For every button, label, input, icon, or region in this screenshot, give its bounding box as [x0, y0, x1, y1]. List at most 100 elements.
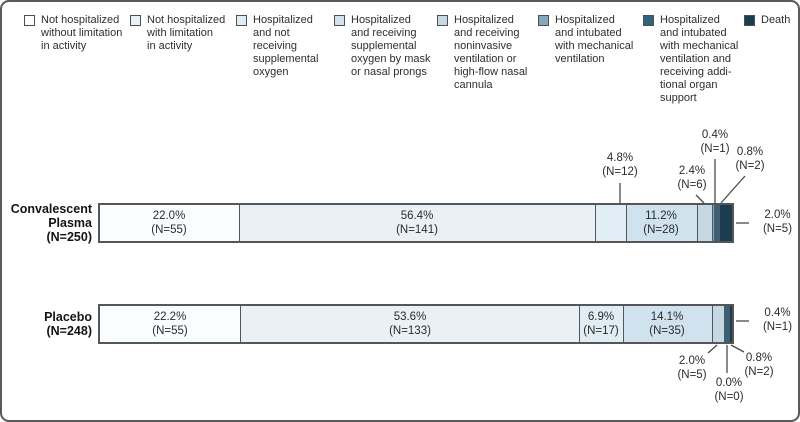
bar-segment-7 — [714, 205, 720, 241]
legend-item: Hospitalized and not receiving supplemental… — [236, 14, 318, 79]
pct-value: 0.0% — [715, 377, 743, 389]
legend-item: Hospitalized and receiving supplemental oxy… — [334, 14, 430, 79]
legend-label: Not hospitalized with limitation in activi… — [147, 14, 226, 52]
callout-label-plasma-2_4pct: 2.4% (N=6) — [662, 164, 722, 192]
legend-label: Hospitalized and receiving noninvasive vent… — [454, 14, 528, 91]
segment-label-placebo-2: 53.6% (N=133) — [370, 310, 450, 338]
death-label-plasma: 2.0% (N=5) — [750, 208, 798, 236]
pct-value: 4.8% — [606, 152, 634, 164]
pct-value: 53.6% — [393, 311, 427, 323]
legend-swatch-icon — [744, 15, 755, 26]
n-value: (N=55) — [152, 325, 188, 337]
segment-label-plasma-4: 11.2% (N=28) — [621, 209, 701, 237]
bar-segment-1 — [100, 205, 240, 241]
pct-value: 14.1% — [650, 311, 684, 323]
row-label-line: Plasma — [48, 216, 92, 230]
pct-value: 56.4% — [400, 210, 434, 222]
legend-swatch-icon — [538, 15, 549, 26]
n-value: (N=1) — [700, 143, 730, 155]
legend-label: Hospitalized and not receiving supplemental… — [253, 14, 319, 78]
legend-swatch-icon — [643, 15, 654, 26]
row-label-placebo: Placebo (N=248) — [2, 310, 92, 338]
pct-value: 22.0% — [152, 210, 186, 222]
bar-segment-8 — [729, 306, 732, 342]
legend-swatch-icon — [236, 15, 247, 26]
pct-value: 0.4% — [764, 307, 791, 319]
bar-segment-2 — [239, 205, 596, 241]
legend-label: Not hospitalized without limitation in act… — [41, 14, 123, 52]
n-value: (N=17) — [583, 325, 619, 337]
n-value: (N=35) — [649, 325, 685, 337]
legend-label: Hospitalized and receiving supplemental oxy… — [351, 14, 431, 78]
segment-label-placebo-1: 22.2% (N=55) — [130, 310, 210, 338]
row-label-line: Convalescent — [10, 202, 92, 216]
bar-placebo — [98, 304, 734, 344]
n-value: (N=141) — [396, 224, 438, 236]
segment-label-placebo-4: 14.1% (N=35) — [627, 310, 707, 338]
legend-swatch-icon — [24, 15, 35, 26]
pct-value: 0.8% — [745, 352, 773, 364]
segment-label-placebo-3: 6.9% (N=17) — [571, 310, 631, 338]
legend-item: Death — [744, 14, 790, 27]
segment-label-plasma-1: 22.0% (N=55) — [129, 209, 209, 237]
legend-item: Hospitalized and receiving noninvasive vent… — [437, 14, 527, 92]
callout-line-plasma-2_4pct — [695, 194, 705, 204]
pct-value: 6.9% — [587, 311, 615, 323]
bar-segment-4 — [622, 306, 712, 342]
callout-label-plasma-4_8pct: 4.8% (N=12) — [590, 151, 650, 179]
n-value: (N=133) — [389, 325, 431, 337]
pct-value: 22.2% — [153, 311, 187, 323]
bar-segment-4 — [625, 205, 697, 241]
legend-label: Death — [761, 14, 791, 26]
bar-convalescent-plasma — [98, 203, 734, 243]
legend-label: Hospitalized and intubated with mechanical… — [660, 14, 739, 104]
callout-label-plasma-0_8pct: 0.8% (N=2) — [720, 145, 780, 173]
callout-line-plasma-0_8pct — [720, 175, 746, 204]
callout-label-plasma-0_4pct: 0.4% (N=1) — [685, 128, 745, 156]
legend-item: Hospitalized and intubated with mechanical… — [643, 14, 738, 105]
legend-item: Hospitalized and intubated with mechanical… — [538, 14, 633, 66]
bar-segment-5 — [711, 306, 725, 342]
pct-value: 2.4% — [678, 165, 706, 177]
callout-line-placebo-2_0pct — [707, 344, 718, 354]
row-label-line: Placebo — [44, 310, 92, 324]
legend-swatch-icon — [130, 15, 141, 26]
death-label-placebo: 0.4% (N=1) — [750, 306, 798, 334]
callout-label-placebo-2_0pct: 2.0% (N=5) — [662, 354, 722, 382]
legend-swatch-icon — [334, 15, 345, 26]
n-value: (N=12) — [602, 166, 638, 178]
row-label-line: (N=248) — [46, 324, 92, 338]
bar-segment-6 — [711, 205, 715, 241]
pct-value: 11.2% — [645, 210, 677, 222]
pct-value: 0.8% — [736, 146, 764, 158]
legend-label: Hospitalized and intubated with mechanical… — [555, 14, 634, 65]
n-value: (N=5) — [762, 223, 793, 235]
bar-segment-3 — [595, 205, 626, 241]
bar-segment-2 — [240, 306, 580, 342]
n-value: (N=0) — [714, 391, 744, 403]
bar-segment-5 — [696, 205, 712, 241]
callout-label-placebo-0_8pct: 0.8% (N=2) — [729, 351, 789, 379]
n-value: (N=2) — [735, 160, 765, 172]
n-value: (N=6) — [677, 179, 707, 191]
bar-segment-7 — [724, 306, 730, 342]
n-value: (N=55) — [151, 224, 187, 236]
bar-segment-8 — [719, 205, 732, 241]
pct-value: 0.4% — [701, 129, 729, 141]
legend-swatch-icon — [437, 15, 448, 26]
legend-item: Not hospitalized with limitation in activi… — [130, 14, 225, 53]
row-label-line: (N=250) — [46, 230, 92, 244]
pct-value: 2.0% — [678, 355, 706, 367]
pct-value: 2.0% — [764, 209, 791, 221]
n-value: (N=2) — [744, 366, 774, 378]
row-label-convalescent-plasma: Convalescent Plasma (N=250) — [2, 202, 92, 244]
callout-label-placebo-0_0pct: 0.0% (N=0) — [699, 376, 759, 404]
n-value: (N=28) — [643, 224, 679, 236]
segment-label-plasma-2: 56.4% (N=141) — [377, 209, 457, 237]
n-value: (N=5) — [677, 369, 707, 381]
bar-segment-3 — [579, 306, 623, 342]
legend-item: Not hospitalized without limitation in act… — [24, 14, 122, 53]
bar-segment-1 — [100, 306, 241, 342]
n-value: (N=1) — [762, 321, 793, 333]
